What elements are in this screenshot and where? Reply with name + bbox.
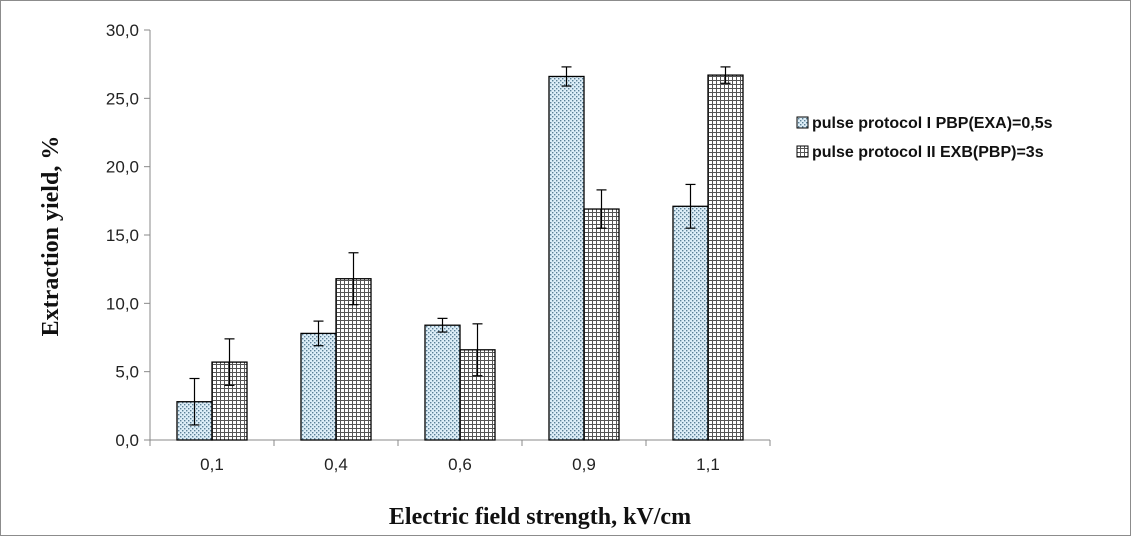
error-bar <box>596 189 607 229</box>
y-tick-label: 30,0 <box>106 21 139 40</box>
error-bar <box>224 338 235 386</box>
y-tick-label: 15,0 <box>106 226 139 245</box>
bar-series-1 <box>424 324 461 441</box>
error-bar <box>189 377 200 426</box>
y-tick-label: 20,0 <box>106 158 139 177</box>
x-tick-label: 0,1 <box>200 455 224 474</box>
error-bar <box>313 320 324 347</box>
y-tick-label: 25,0 <box>106 89 139 108</box>
x-tick-label: 0,9 <box>572 455 596 474</box>
x-tick-label: 0,4 <box>324 455 348 474</box>
legend: pulse protocol I PBP(EXA)=0,5s pulse prot… <box>796 115 1053 161</box>
x-axis-title: Electric field strength, kV/cm <box>389 504 691 530</box>
bar-series-1 <box>672 205 709 441</box>
error-bar <box>685 183 696 229</box>
error-bar <box>561 66 572 87</box>
bar-series-2 <box>707 74 744 441</box>
y-tick-label: 0,0 <box>115 431 139 450</box>
bar-series-1 <box>300 332 337 441</box>
legend-swatch <box>796 145 809 158</box>
error-bar <box>472 323 483 377</box>
legend-label: pulse protocol I PBP(EXA)=0,5s <box>812 115 1053 132</box>
x-tick-label: 1,1 <box>696 455 720 474</box>
error-bar <box>437 317 448 333</box>
bar-series-2 <box>335 278 372 441</box>
bar-series-2 <box>583 208 620 441</box>
x-tick-label: 0,6 <box>448 455 472 474</box>
legend-label: pulse protocol II EXB(PBP)=3s <box>812 144 1044 161</box>
error-bar <box>348 252 359 306</box>
y-tick-label: 5,0 <box>115 363 139 382</box>
legend-swatch <box>796 116 809 129</box>
bar-series-1 <box>548 75 585 441</box>
y-axis-title: Extraction yield, % <box>38 136 64 337</box>
error-bar <box>720 66 731 84</box>
y-tick-label: 10,0 <box>106 294 139 313</box>
